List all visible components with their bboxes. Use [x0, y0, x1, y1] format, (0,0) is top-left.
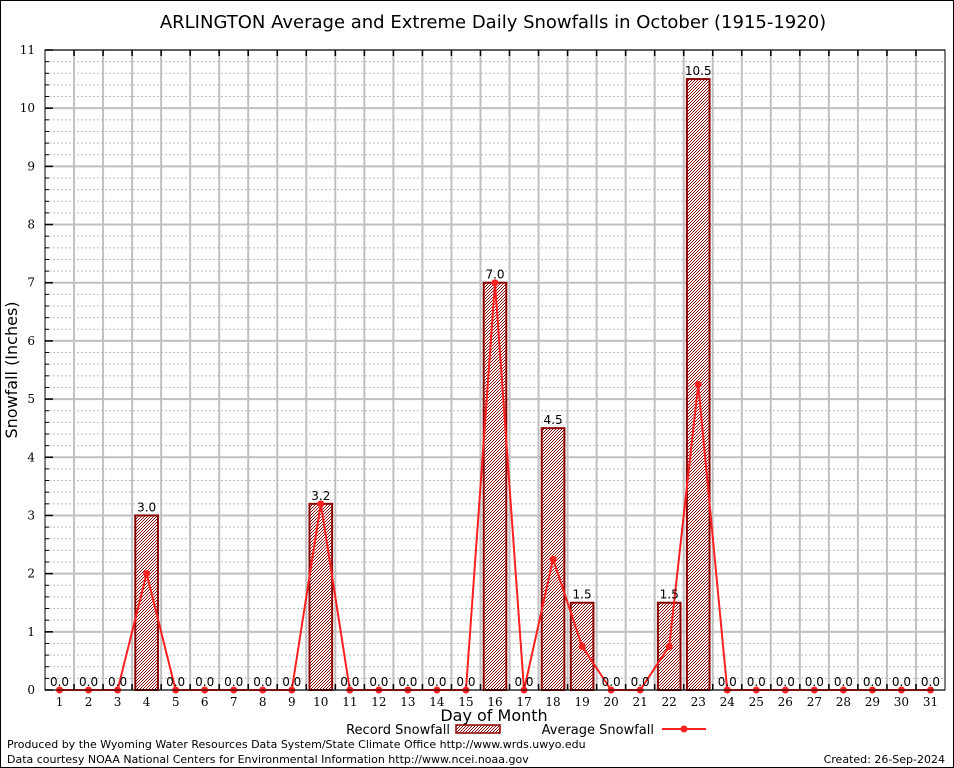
x-tick-label: 30: [894, 695, 909, 709]
bar-value-label: 0.0: [224, 675, 243, 689]
y-tick-label: 11: [20, 43, 35, 57]
bar-value-label: 7.0: [485, 268, 504, 282]
record-bar: [482, 281, 508, 691]
x-tick-label: 19: [574, 695, 589, 709]
average-point: [317, 500, 325, 508]
x-tick-label: 11: [342, 695, 357, 709]
bar-value-label: 0.0: [398, 675, 417, 689]
x-tick-label: 15: [458, 695, 473, 709]
bar-value-label: 0.0: [921, 675, 940, 689]
footer-data-courtesy: Data courtesy NOAA National Centers for …: [7, 753, 529, 766]
y-tick-label: 7: [27, 276, 35, 290]
x-tick-label: 29: [865, 695, 880, 709]
average-point: [578, 642, 586, 650]
bar-value-label: 0.0: [776, 675, 795, 689]
bar-value-label: 0.0: [602, 675, 621, 689]
bar-value-label: 0.0: [863, 675, 882, 689]
x-tick-label: 24: [720, 695, 736, 709]
bar-value-label: 0.0: [340, 675, 359, 689]
x-tick-label: 25: [749, 695, 764, 709]
x-tick-label: 28: [836, 695, 851, 709]
x-tick-label: 21: [633, 695, 648, 709]
y-tick-label: 0: [27, 683, 35, 697]
y-tick-label: 10: [20, 101, 35, 115]
bar-value-label: 0.0: [631, 675, 650, 689]
bar-value-label: 0.0: [892, 675, 911, 689]
x-tick-label: 5: [172, 695, 180, 709]
y-axis-label: Snowfall (Inches): [2, 301, 21, 438]
bar-value-label: 0.0: [166, 675, 185, 689]
x-tick-label: 3: [114, 695, 122, 709]
x-tick-label: 10: [313, 695, 328, 709]
bar-value-labels: 0.0 0.0 0.0 3.0 0.0 0.0 0.0 0.0 0.0 3.2 0.0 0.0 0.0 0…: [50, 64, 940, 689]
bar-value-label: 0.0: [456, 675, 475, 689]
bar-value-label: 3.0: [137, 500, 156, 514]
bar-value-label: 0.0: [50, 675, 69, 689]
x-tick-label: 4: [143, 695, 151, 709]
x-tick-label: 9: [288, 695, 296, 709]
y-tick-label: 4: [27, 450, 35, 464]
bar-value-label: 1.5: [573, 588, 592, 602]
footer-created: Created: 26-Sep-2024: [824, 753, 945, 766]
x-tick-label: 27: [807, 695, 822, 709]
bar-value-label: 0.0: [805, 675, 824, 689]
x-tick-label: 16: [487, 695, 502, 709]
x-axis-label: Day of Month: [440, 706, 547, 725]
x-tick-label: 2: [85, 695, 93, 709]
average-point: [694, 381, 702, 389]
x-tick-label: 22: [662, 695, 677, 709]
bar-value-label: 0.0: [747, 675, 766, 689]
x-tick-label: 20: [603, 695, 618, 709]
legend: Record Snowfall Average Snowfall: [346, 723, 706, 738]
x-tick-label: 14: [429, 695, 445, 709]
legend-record-label: Record Snowfall: [346, 723, 450, 738]
bar-value-label: 0.0: [514, 675, 533, 689]
bar-value-label: 0.0: [79, 675, 98, 689]
bar-value-label: 3.2: [311, 489, 330, 503]
bar-value-label: 0.0: [282, 675, 301, 689]
record-bars: [134, 78, 711, 692]
average-point: [665, 642, 673, 650]
plot-border: [44, 49, 946, 691]
y-tick-label: 1: [27, 625, 35, 639]
bar-value-label: 1.5: [660, 588, 679, 602]
bar-value-label: 0.0: [834, 675, 853, 689]
bar-value-label: 0.0: [253, 675, 272, 689]
x-tick-label: 12: [371, 695, 386, 709]
bar-value-label: 0.0: [369, 675, 388, 689]
bar-value-label: 0.0: [108, 675, 127, 689]
bar-value-label: 0.0: [195, 675, 214, 689]
x-tick-label: 23: [691, 695, 706, 709]
y-tick-label: 6: [27, 334, 35, 348]
y-tick-label: 5: [27, 392, 35, 406]
y-tick-label: 2: [27, 567, 35, 581]
y-tick-label: 3: [27, 508, 35, 522]
x-tick-label: 31: [923, 695, 938, 709]
x-tick-label: 6: [201, 695, 209, 709]
x-tick-label: 8: [259, 695, 267, 709]
y-tick-label: 9: [27, 159, 35, 173]
x-tick-label: 7: [230, 695, 238, 709]
x-tick-label: 13: [400, 695, 415, 709]
chart-title: ARLINGTON Average and Extreme Daily Snow…: [160, 12, 826, 33]
legend-record-swatch: [455, 724, 501, 734]
bar-value-label: 4.5: [544, 413, 563, 427]
bar-value-label: 0.0: [718, 675, 737, 689]
x-tick-label: 18: [545, 695, 560, 709]
y-tick-label: 8: [27, 218, 35, 232]
legend-average-marker: [680, 725, 688, 733]
bar-value-label: 0.0: [427, 675, 446, 689]
record-bar: [308, 502, 334, 691]
bar-value-label: 10.5: [685, 64, 712, 78]
average-point: [143, 570, 151, 578]
x-tick-label: 26: [778, 695, 793, 709]
footer-produced-by: Produced by the Wyoming Water Resources …: [7, 738, 586, 751]
legend-average-label: Average Snowfall: [542, 723, 654, 738]
average-point: [549, 555, 557, 563]
average-point: [491, 279, 499, 287]
x-tick-label: 1: [56, 695, 64, 709]
x-tick-label: 17: [516, 695, 531, 709]
